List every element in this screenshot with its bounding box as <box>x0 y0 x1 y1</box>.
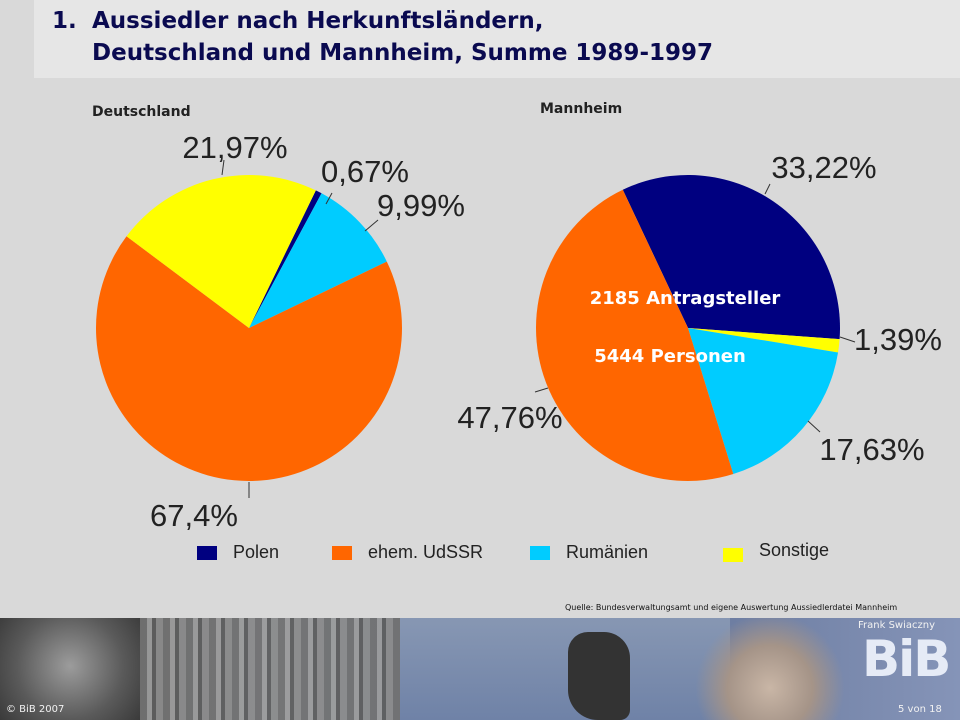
pie-slice-mannheim-ehem-udssr <box>536 189 734 481</box>
pie-slice-deutschland-ehem-udssr <box>95 236 402 482</box>
bib-logo: BiB <box>862 630 951 688</box>
leader-line-mannheim-sonstige <box>839 336 856 343</box>
chart-title-deutschland: Deutschland <box>92 104 191 120</box>
title-band <box>34 0 960 78</box>
data-label-deutschland-sonstige: 21,97% <box>182 130 287 165</box>
data-label-deutschland-ehem-udssr: 67,4% <box>150 498 238 533</box>
data-label-mannheim-polen: 33,22% <box>771 150 876 185</box>
footer-map <box>400 618 730 720</box>
pie-slice-mannheim-sonstige <box>688 328 840 353</box>
leader-line-deutschland-sonstige <box>221 159 225 176</box>
pie-charts: 0,67% 67,4% 9,99% 21,97% 33,22% 47,76% 17,63% 1… <box>95 130 942 533</box>
leader-line-mannheim-rum-nien <box>807 420 821 433</box>
source-note: Quelle: Bundesverwaltungsamt und eigene … <box>565 603 898 612</box>
chart-title-mannheim: Mannheim <box>540 101 623 117</box>
leader-line-deutschland-polen <box>325 192 333 205</box>
title-number: 1. <box>52 8 77 34</box>
data-label-deutschland-polen: 0,67% <box>321 154 409 189</box>
title-line-2: Deutschland und Mannheim, Summe 1989-199… <box>92 40 713 66</box>
footer-page-number: 5 von 18 <box>898 704 942 715</box>
data-label-mannheim-sonstige: 1,39% <box>854 322 942 357</box>
data-label-mannheim-ehem-udssr: 47,76% <box>457 400 562 435</box>
footer-photo-elderly <box>0 618 140 720</box>
footer-photo-city <box>140 618 400 720</box>
pie-slice-deutschland-polen <box>249 190 322 328</box>
footer-author: Frank Swiaczny <box>858 620 936 631</box>
legend-sonstige: Sonstige <box>723 540 830 562</box>
annotation-mannheim-1: 5444 Personen <box>594 346 746 367</box>
footer-banner <box>0 618 960 720</box>
data-label-mannheim-rum-nien: 17,63% <box>819 432 924 467</box>
legend-polen: Polen <box>197 542 280 563</box>
pie-slice-deutschland-rum-nien <box>249 193 387 328</box>
data-label-deutschland-rum-nien: 9,99% <box>377 188 465 223</box>
footer-germany-shape <box>568 632 630 720</box>
footer-photo-family <box>690 618 850 720</box>
legend-label-polen: Polen <box>233 542 280 562</box>
legend-swatch-udssr <box>332 546 352 560</box>
footer-copyright: © BiB 2007 <box>6 704 65 715</box>
legend-swatch-polen <box>197 546 217 560</box>
legend-label-rumaenien: Rumänien <box>566 542 649 562</box>
legend-swatch-sonstige <box>723 548 743 562</box>
annotation-mannheim-0: 2185 Antragsteller <box>590 288 781 309</box>
legend-label-udssr: ehem. UdSSR <box>368 542 484 562</box>
leader-line-deutschland-rum-nien <box>364 219 379 232</box>
pie-slice-mannheim-polen <box>622 175 841 340</box>
legend-udssr: ehem. UdSSR <box>332 542 484 563</box>
legend-swatch-rumaenien <box>530 546 550 560</box>
legend-rumaenien: Rumänien <box>530 542 649 563</box>
legend-label-sonstige: Sonstige <box>759 540 830 560</box>
leader-line-mannheim-polen <box>764 183 771 195</box>
pie-slice-mannheim-rum-nien <box>688 328 839 475</box>
pie-slice-deutschland-sonstige <box>126 175 316 328</box>
title-line-1: Aussiedler nach Herkunftsländern, <box>92 8 544 34</box>
leader-line-mannheim-ehem-udssr <box>534 387 549 393</box>
